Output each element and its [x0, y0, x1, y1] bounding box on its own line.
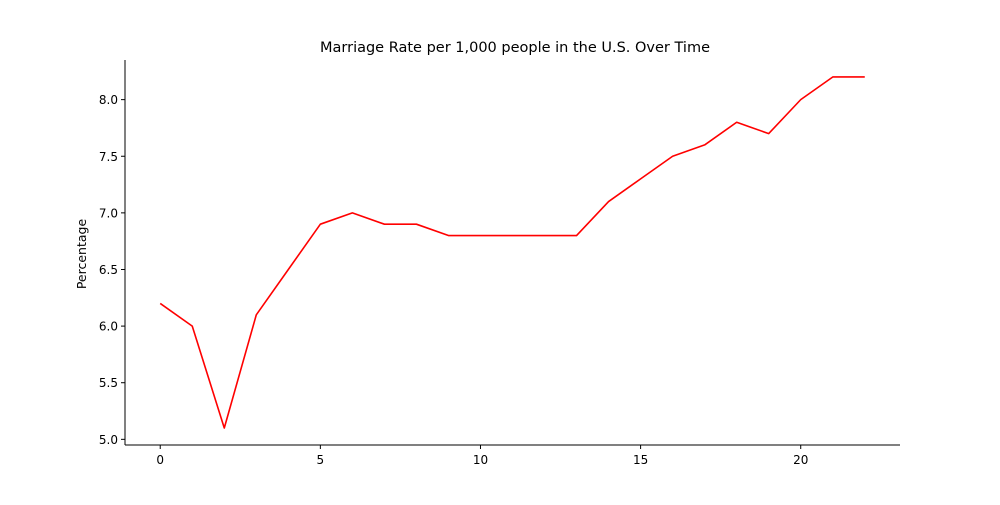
x-ticks: 0 5 10 15 20	[156, 445, 808, 467]
y-tick-label: 7.5	[99, 150, 118, 164]
y-tick-label: 7.0	[99, 206, 118, 220]
y-tick-label: 5.0	[99, 433, 118, 447]
y-tick-label: 8.0	[99, 93, 118, 107]
x-tick-label: 0	[156, 453, 164, 467]
y-tick-label: 6.0	[99, 320, 118, 334]
series-group	[160, 77, 865, 428]
x-tick-label: 15	[633, 453, 648, 467]
y-ticks: 5.0 5.5 6.0 6.5 7.0 7.5 8.0	[99, 93, 125, 447]
y-axis-label: Percentage	[74, 219, 89, 290]
x-tick-label: 10	[473, 453, 488, 467]
y-tick-label: 5.5	[99, 376, 118, 390]
y-tick-label: 6.5	[99, 263, 118, 277]
x-tick-label: 5	[317, 453, 325, 467]
x-tick-label: 20	[793, 453, 808, 467]
chart-title: Marriage Rate per 1,000 people in the U.…	[320, 40, 710, 56]
series-line	[160, 77, 865, 428]
